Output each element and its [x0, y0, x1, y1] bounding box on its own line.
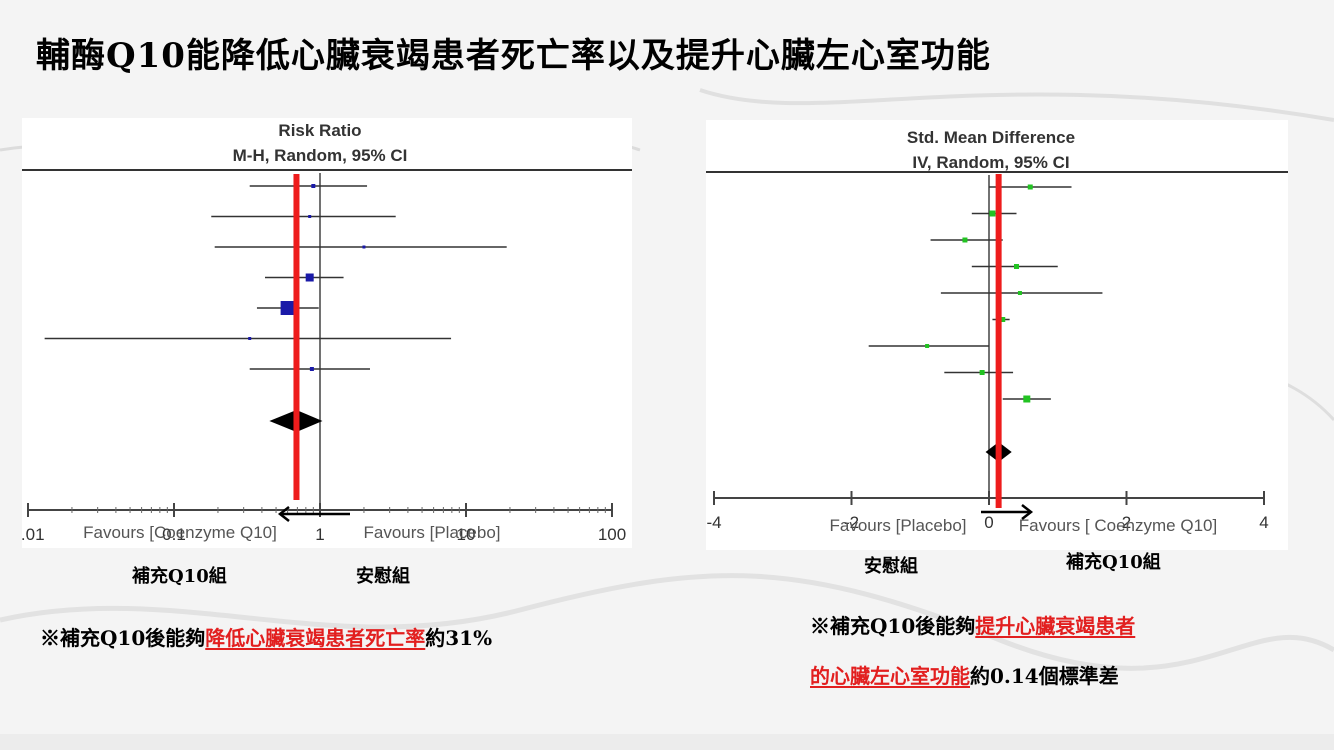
left-direction-arrowhead: [277, 506, 290, 522]
left-tick-label: 0.1: [162, 525, 186, 544]
left-caption-q10: 補充Q10組: [132, 566, 227, 587]
right-study-marker: [1014, 264, 1019, 269]
left-study-marker: [248, 337, 252, 340]
left-tick-label: 100: [598, 525, 626, 544]
right-note-line2: 的心臟左心室功能約0.14個標準差: [810, 660, 1119, 689]
left-forest-panel: Risk Ratio M-H, Random, 95% CI 0.01 0.1 1 1…: [22, 118, 632, 548]
left-note-highlight: 降低心臟衰竭患者死亡率: [205, 626, 426, 650]
right-tick-label: -2: [844, 513, 859, 532]
left-study-marker: [308, 215, 312, 218]
right-study-marker: [1017, 291, 1022, 295]
right-header-line2: IV, Random, 95% CI: [912, 153, 1069, 172]
left-note-prefix: ※補充Q10後能夠: [40, 626, 206, 650]
right-study-marker: [1027, 184, 1033, 190]
left-tick-label: 1: [315, 525, 324, 544]
right-study-marker: [979, 370, 985, 375]
left-study-marker: [311, 184, 316, 188]
right-caption-q10: 補充Q10組: [1066, 552, 1161, 573]
left-favours-right: Favours [Placebo]: [363, 523, 500, 542]
left-tick-label: 10: [457, 525, 476, 544]
right-note-line1: ※補充Q10後能夠提升心臟衰竭患者: [810, 610, 1135, 639]
right-forest-panel: Std. Mean Difference IV, Random, 95% CI …: [706, 120, 1288, 550]
right-note-prefix: ※補充Q10後能夠: [810, 614, 976, 638]
right-note-highlight2: 的心臟左心室功能: [810, 664, 970, 688]
right-header-line1: Std. Mean Difference: [907, 128, 1075, 147]
left-header-line2: M-H, Random, 95% CI: [233, 146, 408, 165]
right-study-marker: [1023, 395, 1031, 403]
left-caption-placebo: 安慰組: [356, 566, 410, 587]
right-study-marker: [925, 344, 930, 348]
right-tick-label: 0: [984, 513, 993, 532]
right-note-suffix: 約0.14個標準差: [970, 664, 1119, 688]
left-plot-area: 0.01 0.1 1 10 100: [22, 173, 626, 544]
right-study-marker: [962, 237, 968, 243]
right-forest-plot: Std. Mean Difference IV, Random, 95% CI …: [706, 128, 1288, 535]
right-favours-left: Favours [Placebo]: [829, 516, 966, 535]
right-caption-placebo: 安慰組: [864, 556, 918, 577]
left-study-marker: [362, 245, 366, 249]
left-header-line1: Risk Ratio: [278, 121, 361, 140]
left-tick-label: 0.01: [22, 525, 45, 544]
right-plot-area: -4 -2 0 2 4: [706, 174, 1269, 532]
right-study-marker: [989, 210, 996, 217]
right-study-marker: [1000, 317, 1006, 322]
left-favours-left: Favours [Coenzyme Q10]: [83, 523, 277, 542]
left-note-suffix: 約31%: [425, 626, 493, 650]
left-study-marker: [280, 301, 295, 315]
left-study-marker: [305, 273, 314, 282]
footer-band: [0, 734, 1334, 750]
left-forest-plot: Risk Ratio M-H, Random, 95% CI 0.01 0.1 1 1…: [22, 121, 632, 544]
right-tick-label: 4: [1259, 513, 1268, 532]
left-note: ※補充Q10後能夠降低心臟衰竭患者死亡率約31%: [40, 622, 492, 651]
page-title: 輔酶Q10能降低心臟衰竭患者死亡率以及提升心臟左心室功能: [36, 36, 991, 76]
right-note-highlight1: 提升心臟衰竭患者: [975, 614, 1136, 638]
right-tick-label: -4: [706, 513, 721, 532]
right-favours-right: Favours [ Coenzyme Q10]: [1019, 516, 1217, 535]
right-tick-label: 2: [1122, 513, 1131, 532]
right-direction-arrowhead: [1021, 504, 1034, 520]
left-study-marker: [309, 367, 314, 371]
